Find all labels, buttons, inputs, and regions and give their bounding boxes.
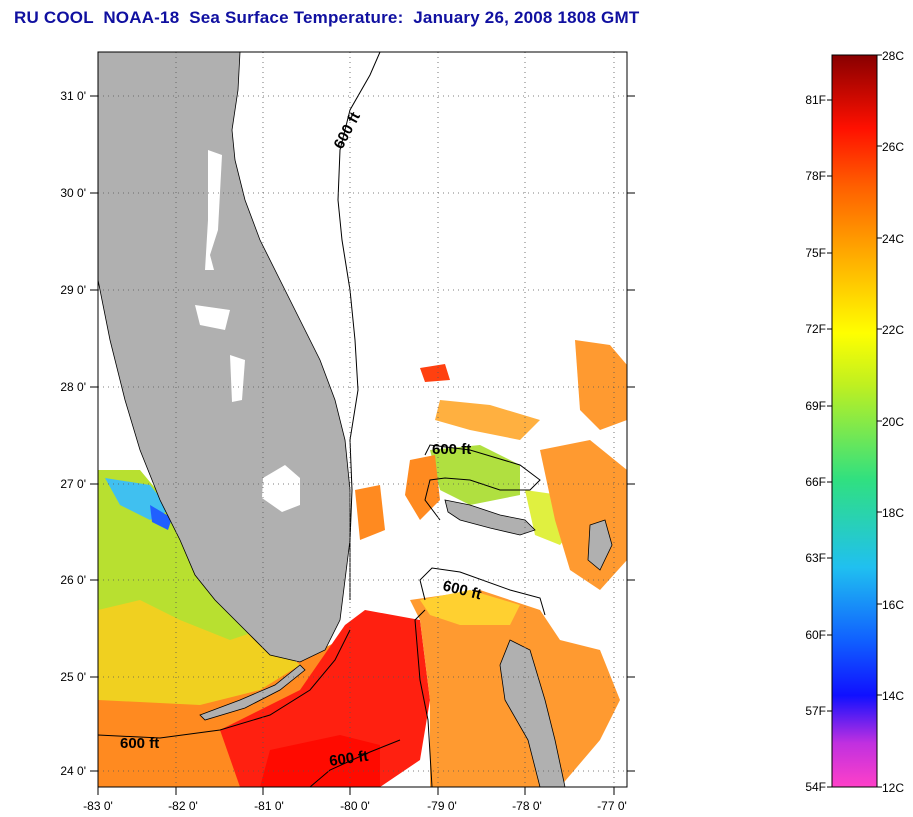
- sst-gulf-blue: [150, 505, 172, 530]
- inland-lake-1: [205, 150, 222, 270]
- colorbar-fahrenheit-label: 81F: [805, 93, 826, 107]
- grand-bahama: [444, 499, 536, 536]
- florida-keys: [199, 664, 306, 721]
- isobath-bahama-bank: [424, 444, 541, 521]
- chart-title: RU COOL NOAA-18 Sea Surface Temperature:…: [14, 8, 640, 27]
- colorbar-fahrenheit-label: 78F: [805, 169, 826, 183]
- colorbar-fahrenheit-label: 54F: [805, 780, 826, 794]
- lon-label: -82 0': [168, 799, 198, 813]
- isobath-keys: [98, 629, 351, 739]
- sst-east-patch-5: [435, 400, 540, 440]
- colorbar-celsius-label: 20C: [882, 415, 904, 429]
- colorbar-celsius-label: 24C: [882, 232, 904, 246]
- latitude-labels: 31 0' 30 0' 29 0' 28 0' 27 0' 26 0' 25 0…: [60, 89, 86, 778]
- colorbar-celsius-label: 22C: [882, 323, 904, 337]
- colorbar-fahrenheit-label: 69F: [805, 399, 826, 413]
- lat-label: 28 0': [60, 380, 86, 394]
- colorbar-celsius-label: 28C: [882, 49, 904, 63]
- colorbar-fahrenheit-label: 63F: [805, 551, 826, 565]
- inland-lake-2: [230, 355, 245, 402]
- colorbar-fahrenheit-label: 66F: [805, 475, 826, 489]
- colorbar-celsius-label: 18C: [882, 506, 904, 520]
- contour-label-bahama: 600 ft: [432, 441, 471, 458]
- lat-label: 27 0': [60, 477, 86, 491]
- axis-ticks: [90, 95, 635, 795]
- lat-lon-grid: [98, 52, 627, 787]
- isobath-florida-east: [337, 52, 381, 600]
- abaco: [587, 519, 613, 571]
- lat-label: 29 0': [60, 283, 86, 297]
- lake-okeechobee: [262, 465, 300, 512]
- colorbar-fahrenheit-label: 72F: [805, 322, 826, 336]
- lat-label: 25 0': [60, 670, 86, 684]
- contour-label-south: 600 ft: [328, 748, 369, 770]
- lat-label: 26 0': [60, 573, 86, 587]
- sst-bahama-green: [430, 445, 520, 505]
- colorbar-gradient: [831, 54, 878, 788]
- contour-label-keys: 600 ft: [120, 735, 159, 752]
- isobath-great-bahama: [414, 567, 546, 787]
- inland-lake-3: [195, 305, 230, 330]
- colorbar-celsius-label: 14C: [882, 689, 904, 703]
- colorbar: 28C 26C 24C 22C 20C 18C 16C 14C 12C 81F …: [805, 49, 904, 795]
- sst-bank-yellow: [420, 590, 520, 625]
- lon-label: -79 0': [427, 799, 457, 813]
- longitude-labels: -83 0' -82 0' -81 0' -80 0' -79 0' -78 0…: [83, 799, 627, 813]
- colorbar-celsius-label: 12C: [882, 781, 904, 795]
- colorbar-celsius-label: 26C: [882, 140, 904, 154]
- lon-label: -80 0': [340, 799, 370, 813]
- colorbar-fahrenheit-label: 75F: [805, 246, 826, 260]
- colorbar-celsius-label: 16C: [882, 598, 904, 612]
- lat-label: 30 0': [60, 186, 86, 200]
- lon-label: -77 0': [597, 799, 627, 813]
- lat-label: 24 0': [60, 764, 86, 778]
- sst-east-orange-4: [355, 485, 385, 540]
- lon-label: -83 0': [83, 799, 113, 813]
- sst-gulf-yellow: [98, 590, 300, 705]
- lon-label: -81 0': [254, 799, 284, 813]
- andros: [499, 639, 566, 787]
- colorbar-fahrenheit-label: 60F: [805, 628, 826, 642]
- isobaths: [98, 52, 546, 787]
- sst-straits-red: [220, 610, 430, 787]
- sst-east-red-1: [420, 364, 450, 382]
- colorbar-fahrenheit-label: 57F: [805, 704, 826, 718]
- isobath-south: [309, 739, 401, 787]
- lon-label: -78 0': [512, 799, 542, 813]
- sst-east-orange-3: [405, 455, 440, 520]
- lat-label: 31 0': [60, 89, 86, 103]
